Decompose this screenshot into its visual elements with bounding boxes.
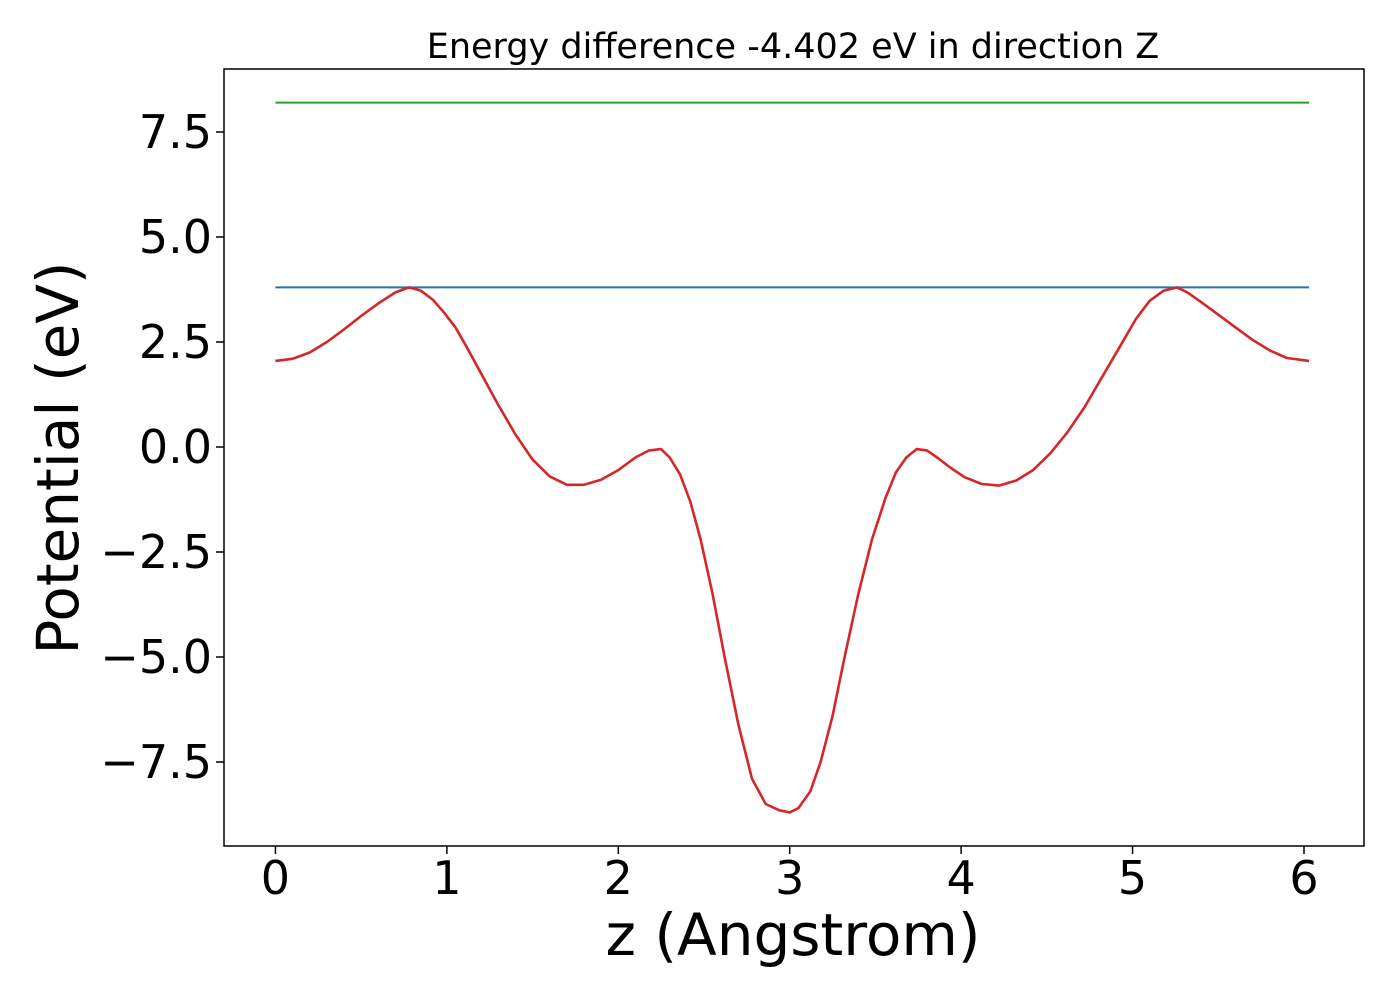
- x-tick-label: 4: [947, 851, 976, 905]
- x-axis-label: z (Angstrom): [606, 901, 981, 969]
- y-tick-label: 7.5: [139, 105, 212, 159]
- chart-title: Energy difference -4.402 eV in direction…: [427, 27, 1160, 67]
- x-tick-label: 1: [432, 851, 461, 905]
- x-tick-label: 5: [1118, 851, 1147, 905]
- x-tick-label: 0: [261, 851, 290, 905]
- x-tick-label: 2: [604, 851, 633, 905]
- y-tick-label: 0.0: [139, 420, 212, 474]
- y-tick-label: −7.5: [100, 735, 212, 789]
- axes-frame: [223, 68, 1365, 847]
- plot-area: [275, 101, 1310, 814]
- x-tick-label: 3: [775, 851, 804, 905]
- x-tick-label: 6: [1289, 851, 1318, 905]
- y-tick-label: −2.5: [100, 525, 212, 579]
- y-tick-label: 5.0: [139, 210, 212, 264]
- x-axis-ticks: 0 1 2 3 4 5 6: [261, 846, 1319, 905]
- y-tick-label: 2.5: [139, 315, 212, 369]
- y-tick-label: −5.0: [100, 630, 212, 684]
- y-axis-ticks: −7.5 −5.0 −2.5 0.0 2.5 5.0 7.5: [100, 105, 224, 789]
- y-axis-label: Potential (eV): [24, 261, 92, 654]
- series-line-2: [275, 286, 1310, 814]
